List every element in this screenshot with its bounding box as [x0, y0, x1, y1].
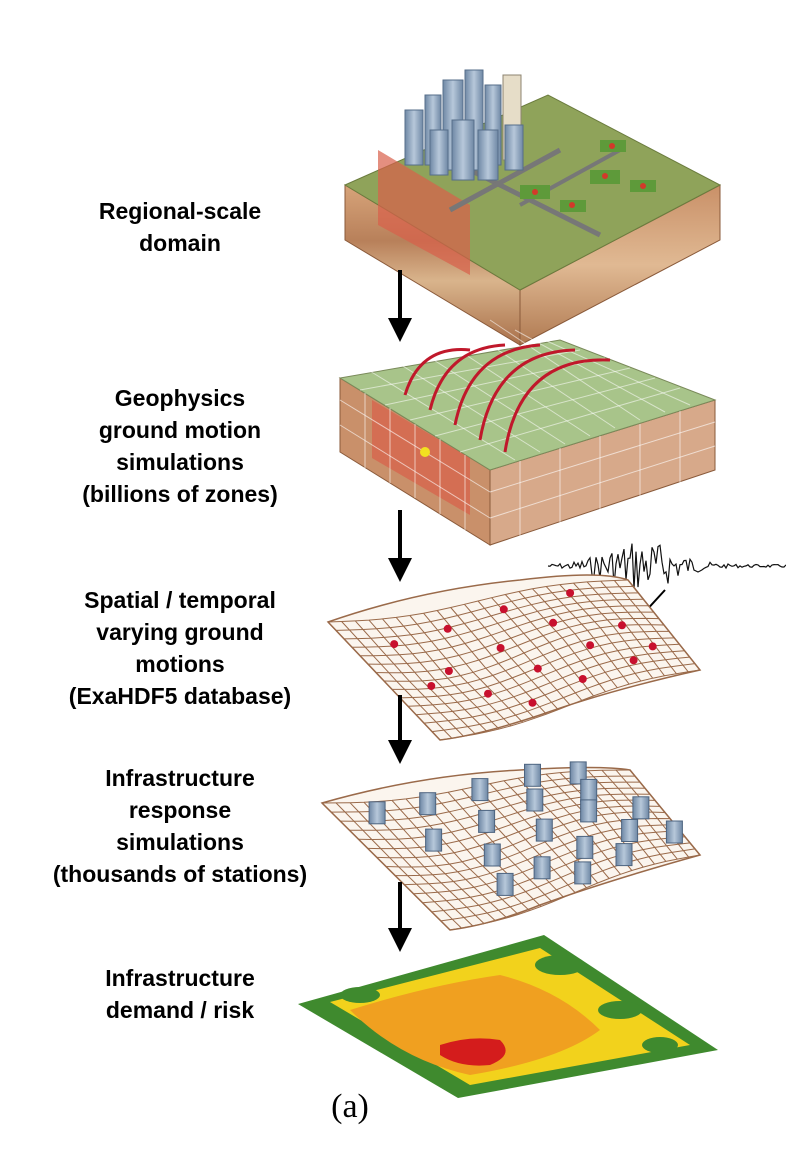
mesh-grid-side: [339, 393, 716, 536]
step-label-demand-risk: Infrastructure demand / risk: [105, 965, 255, 1023]
mesh-fault-plane: [372, 400, 470, 515]
step-label-regional-domain: Regional-scale domain: [98, 198, 262, 256]
skyscrapers: [404, 69, 524, 181]
mesh-line: [532, 588, 618, 689]
building-station: [533, 856, 551, 880]
building-station: [621, 819, 639, 842]
building-station: [580, 799, 598, 823]
city-blocks: [520, 140, 656, 212]
hypocenter-marker: [420, 447, 430, 457]
mesh-line: [627, 579, 701, 671]
recording-station-dot: [443, 624, 452, 633]
building-station: [483, 843, 501, 867]
mesh-line: [518, 591, 606, 693]
mesh-line: [321, 802, 451, 931]
mesh-line: [559, 584, 642, 682]
mesh-line: [405, 798, 519, 915]
mesh-line: [614, 580, 689, 673]
recording-station-dot: [499, 605, 508, 614]
mesh-line: [461, 789, 564, 898]
recording-station-dot: [496, 644, 505, 652]
building-station: [496, 872, 514, 896]
recording-station-dot: [528, 698, 537, 707]
mesh-line: [341, 621, 453, 739]
building-station: [419, 792, 437, 816]
building-station: [524, 763, 541, 787]
mesh-line: [491, 597, 583, 701]
building-station: [425, 828, 443, 852]
mesh-line: [477, 600, 571, 706]
building-station: [580, 778, 598, 802]
mesh-line: [531, 775, 621, 875]
recording-station-dot: [484, 689, 492, 698]
ground-motion-mesh: [326, 574, 702, 741]
mesh-line: [450, 607, 547, 715]
building-station: [576, 835, 594, 859]
mesh-line: [354, 620, 464, 737]
mesh-line: [600, 580, 677, 675]
wavefronts: [403, 343, 611, 453]
building-station: [569, 761, 587, 785]
step-label-geophysics-simulations: Geophysics ground motion simulations (bi…: [82, 385, 278, 507]
mesh-line: [587, 770, 667, 862]
mesh-line: [409, 615, 512, 727]
recording-station-dot: [427, 682, 436, 690]
mesh-line: [395, 617, 500, 730]
recording-station-dot: [444, 667, 453, 675]
risk-map-green-patches: [340, 955, 678, 1053]
mesh-line: [382, 618, 488, 733]
risk-map-orange-zone: [350, 975, 600, 1075]
building-station: [478, 809, 496, 833]
mesh-line: [423, 612, 524, 723]
risk-map-red-zone: [440, 1038, 506, 1066]
road: [448, 147, 562, 213]
building-station: [632, 796, 650, 820]
mesh-line: [335, 802, 462, 929]
building-station: [368, 801, 386, 825]
recording-station-dot: [549, 618, 558, 627]
mesh-line: [377, 801, 496, 922]
recording-station-dot: [648, 642, 657, 651]
recording-station-dot: [586, 641, 595, 650]
mesh-line: [545, 586, 630, 685]
recording-station-dot: [566, 589, 575, 597]
recording-station-dot: [390, 640, 399, 649]
mesh-line: [464, 603, 559, 710]
fault-plane: [378, 150, 470, 275]
building-station: [574, 861, 592, 885]
building-station: [665, 820, 683, 844]
figure-caption: (a): [331, 1088, 369, 1125]
mesh-line: [327, 621, 441, 741]
step-label-ground-motions: Spatial / temporal varying ground motion…: [68, 587, 292, 709]
mesh-line: [573, 582, 654, 679]
mesh-line: [629, 769, 701, 856]
mesh-line: [475, 786, 576, 893]
building-station: [526, 788, 544, 812]
mesh-line: [391, 800, 508, 919]
infrastructure-mesh: [320, 761, 702, 931]
building-station: [471, 778, 489, 802]
mesh-line: [368, 619, 476, 735]
geophysics-mesh-block: [338, 319, 717, 546]
step-label-infrastructure-response: Infrastructure response simulations (tho…: [52, 765, 308, 887]
recording-station-dot: [618, 621, 626, 630]
road: [468, 167, 602, 238]
building-station: [615, 843, 633, 867]
recording-station-dot: [578, 675, 587, 683]
regional-domain-block: [343, 69, 722, 346]
building-station: [535, 818, 553, 842]
recording-station-dot: [629, 656, 638, 665]
recording-station-dot: [533, 664, 542, 673]
mesh-line: [436, 610, 535, 719]
risk-map: [298, 935, 718, 1098]
